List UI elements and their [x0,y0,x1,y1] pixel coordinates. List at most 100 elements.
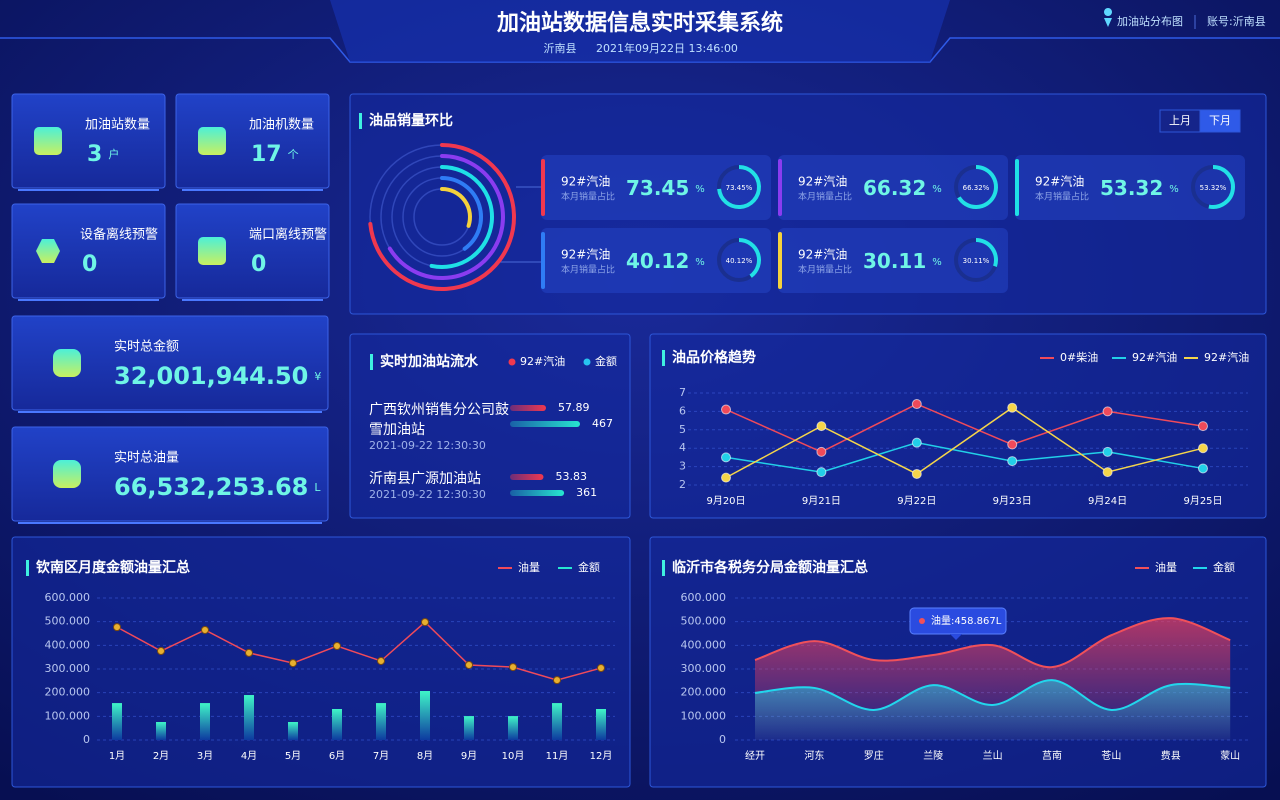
item-name: 92#汽油 [798,247,847,262]
legend-label: 金额 [1213,560,1235,574]
panel-title: 实时加油站流水 [380,353,479,370]
price-point [911,437,922,448]
amount-bar [420,691,430,740]
item-name: 92#汽油 [561,247,610,262]
volume-bar [510,474,544,480]
amount-bar [464,716,474,740]
stat-label: 实时总油量 [114,451,179,466]
x-tick-label: 7月 [373,750,389,762]
y-tick-label: 3 [679,460,686,473]
stat-card [175,203,330,299]
amount-bar [288,722,298,740]
icon [36,239,60,263]
item-accent [1015,159,1019,216]
legend-label: 92#汽油 [1204,350,1249,364]
legend-label: 92#汽油 [1132,350,1177,364]
amount-bar [552,703,562,740]
item-number: 30.11 [863,249,926,273]
title-accent [662,560,665,576]
stat-card [11,426,329,522]
panel-title: 油品价格趋势 [672,349,756,366]
x-tick-label: 莒南 [1042,749,1062,762]
x-tick-label: 9月23日 [993,495,1032,507]
y-tick-label: 6 [679,404,686,417]
item-accent [541,159,545,216]
x-tick-label: 11月 [546,750,569,762]
ring-arc [429,165,494,269]
volume-point [421,618,429,627]
stat-value: 0 [251,252,266,277]
map-link[interactable]: 加油站分布图 [1117,14,1183,28]
item-unit: % [932,184,942,195]
price-point [1007,456,1018,467]
stat-number: 3 [87,142,102,167]
y-tick-label: 400.000 [681,638,727,651]
legend-label: 金额 [595,354,617,368]
stat-number: 66,532,253.68 [114,473,308,501]
gauge-arc [975,238,998,267]
item-name: 92#汽油 [561,174,610,189]
panel [349,333,631,519]
price-line [725,406,1204,479]
price-point [1198,463,1208,474]
x-tick-label: 3月 [197,750,213,762]
stat-label: 加油机数量 [249,118,314,133]
pin-icon [1104,8,1113,27]
stat-label: 端口离线预警 [249,227,327,243]
price-point [816,421,827,432]
price-line [725,403,1204,453]
y-tick-label: 5 [679,423,686,436]
gauge-label: 66.32% [963,184,990,192]
item-accent [778,159,782,216]
stat-value: 17 个 [251,142,299,167]
item-value: 73.45% [626,176,705,200]
tab[interactable] [1199,109,1241,133]
gauge-arc [1208,165,1235,209]
item-number: 73.45 [626,176,689,200]
amount-bar [200,703,210,740]
tab-label[interactable]: 下月 [1209,114,1231,127]
stat-label: 加油站数量 [85,118,150,133]
legend-label: 油量 [1155,560,1177,574]
tab-label[interactable]: 上月 [1169,114,1191,127]
x-tick-label: 经开 [745,749,765,762]
legend-label: 油量 [518,560,540,574]
x-tick-label: 5月 [285,750,301,762]
x-tick-label: 9月21日 [802,495,841,507]
amount-bar [376,703,386,740]
item-value: 53.32% [1100,176,1179,200]
x-tick-label: 9月22日 [897,495,936,507]
y-tick-label: 200.000 [681,686,727,699]
amount-bar [156,722,166,740]
x-tick-label: 兰陵 [923,749,943,762]
gauge-label: 30.11% [963,257,990,265]
item-number: 40.12 [626,249,689,273]
volume-label: 53.83 [555,470,587,483]
amount-bar [508,716,518,740]
stat-unit: ¥ [314,370,321,383]
amount-bar [244,695,254,740]
price-point [1007,402,1018,413]
volume-point [333,642,341,651]
area-line [754,617,1231,669]
amount-label: 467 [592,417,613,430]
tooltip-text: 油量:458.867L [931,614,1002,627]
x-tick-label: 9月25日 [1183,495,1222,507]
account[interactable]: 账号:沂南县 [1207,15,1266,28]
stat-label: 实时总金额 [114,339,179,355]
panel [11,536,631,788]
volume-point [553,676,561,685]
y-tick-label: 300.000 [681,662,727,675]
item-sub: 本月销量占比 [561,191,615,203]
volume-point [245,648,253,657]
legend-label: 92#汽油 [520,354,565,368]
legend-dot [583,358,591,366]
price-line [725,441,1204,473]
legend-dot [508,358,516,366]
gauge-label: 53.32% [1200,184,1227,192]
stat-card [11,93,166,189]
item-sub: 本月销量占比 [1035,191,1089,203]
price-point [1007,439,1018,450]
